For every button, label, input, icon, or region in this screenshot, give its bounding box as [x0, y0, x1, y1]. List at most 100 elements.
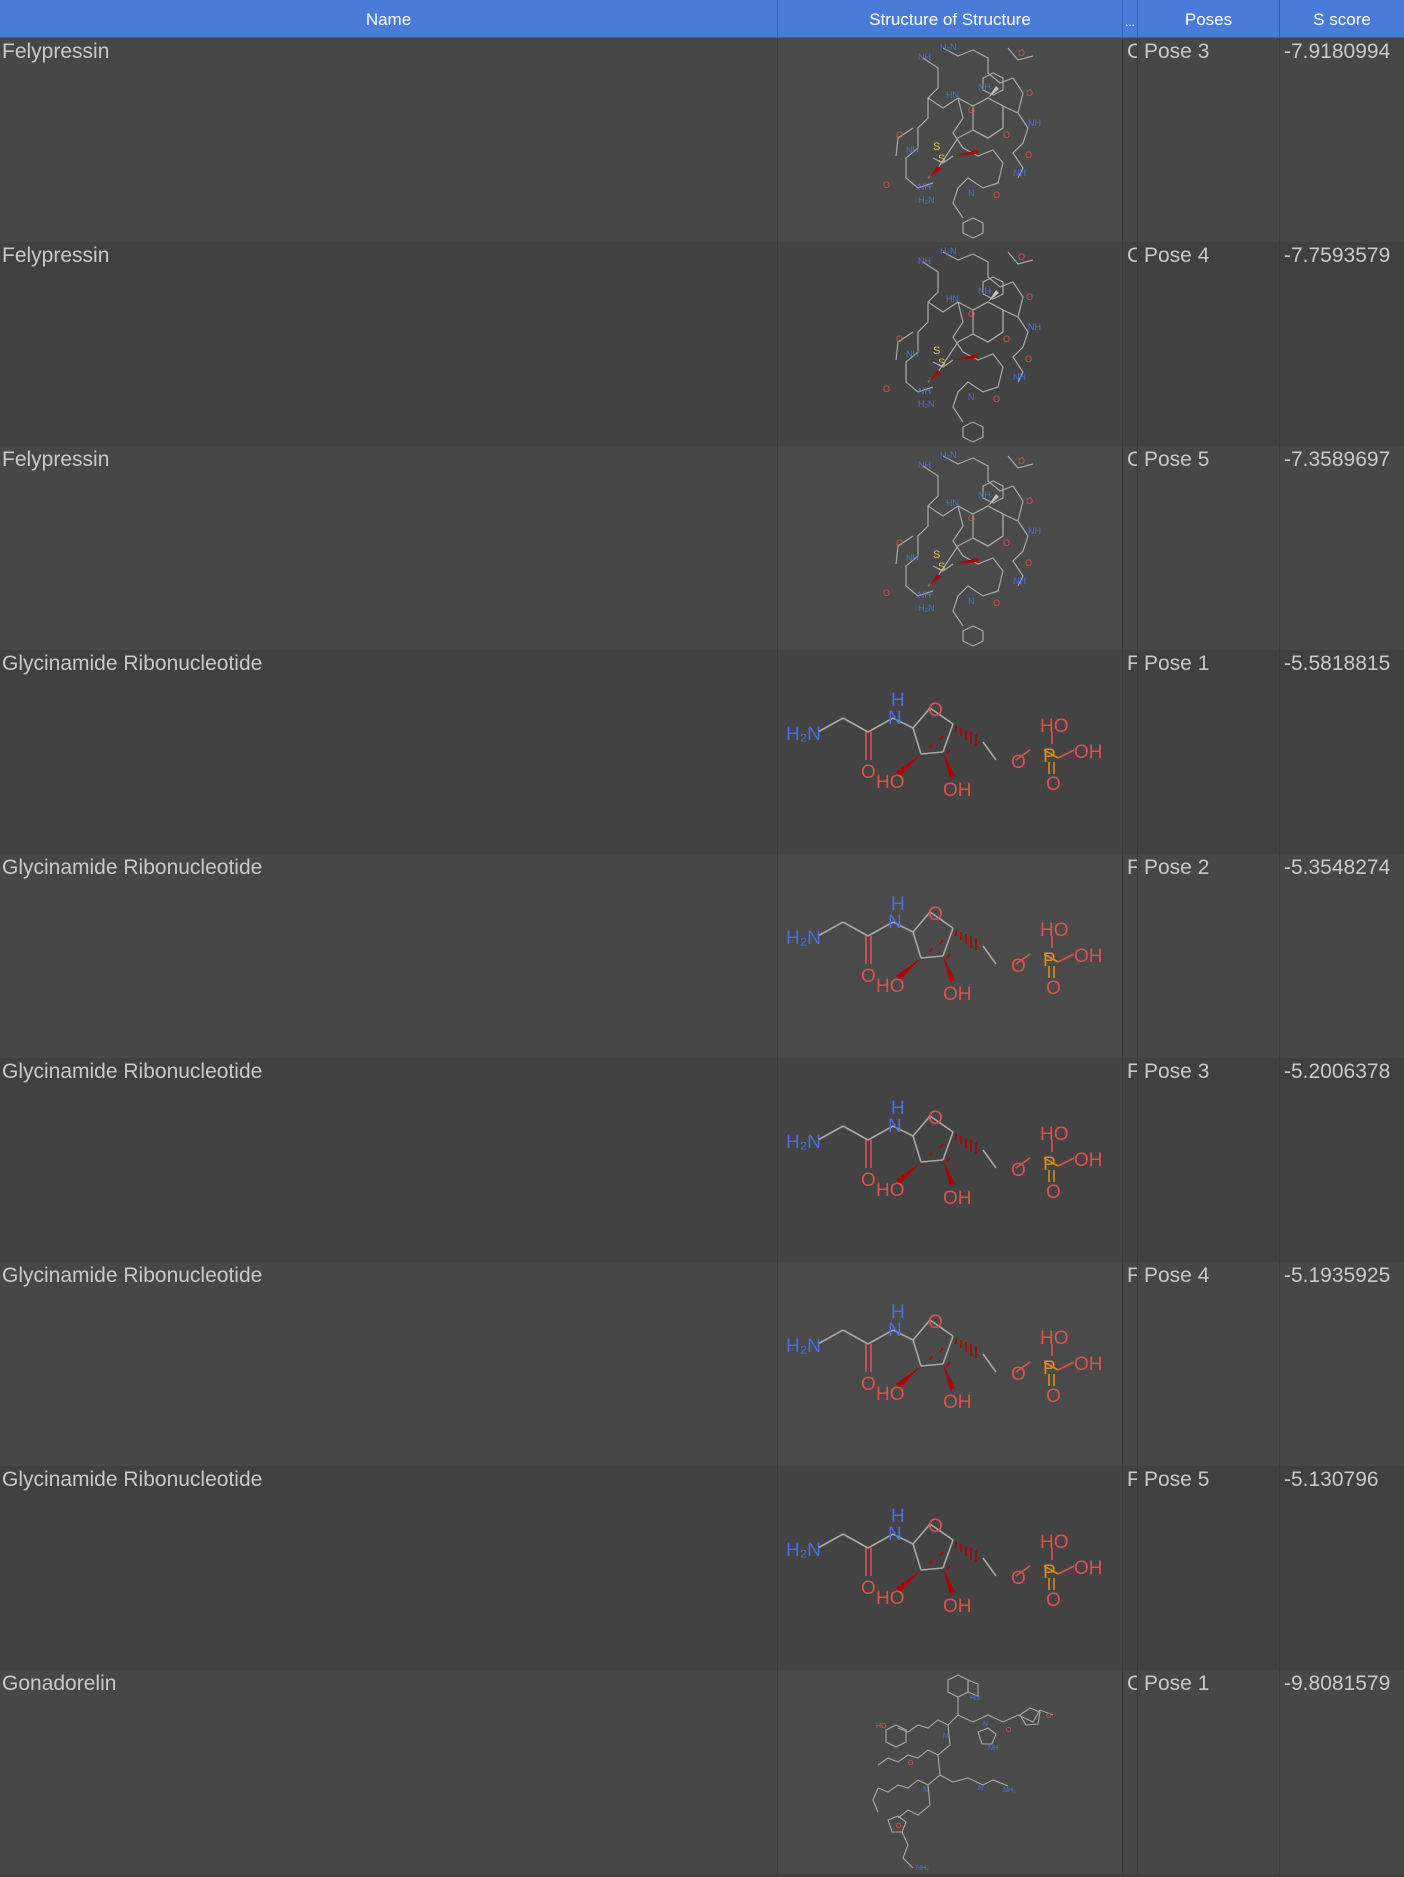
cell-s-score[interactable]: -5.5818815 — [1280, 650, 1404, 854]
cell-collapsed-column[interactable]: C — [1123, 242, 1138, 446]
cell-pose[interactable]: Pose 2 — [1138, 854, 1280, 1058]
atom-label: H₂N — [786, 1132, 821, 1153]
column-header-collapsed[interactable]: ... — [1123, 0, 1138, 37]
svg-text:O: O — [1025, 150, 1032, 160]
svg-text:O: O — [896, 334, 903, 344]
cell-name[interactable]: Glycinamide Ribonucleotide — [0, 1058, 778, 1262]
cell-pose[interactable]: Pose 5 — [1138, 1466, 1280, 1670]
s-score-value: -7.9180994 — [1284, 40, 1390, 64]
s-score-value: -5.1935925 — [1284, 1264, 1390, 1288]
atom-label: HO — [1040, 1124, 1069, 1145]
ligand-name: Glycinamide Ribonucleotide — [2, 856, 262, 880]
atom-label: N — [888, 912, 902, 933]
cell-structure[interactable]: NH H₂N O HN NH O NH O NH O NH O NH H₂N N… — [778, 242, 1123, 446]
s-score-value: -9.8081579 — [1284, 1672, 1390, 1696]
svg-text:O: O — [896, 130, 903, 140]
cell-structure[interactable]: H N H₂N O O HO OH O P HO OH O — [778, 650, 1123, 854]
table-row[interactable]: Glycinamide Ribonucleotide — [0, 1466, 1404, 1670]
cell-structure[interactable]: HN HO N N O O NH O N N NH₂ O NH₂ — [778, 1670, 1123, 1874]
table-row[interactable]: Felypressin NH H₂N O HN NH O NH O NH O — [0, 446, 1404, 650]
svg-text:O: O — [968, 309, 975, 319]
atom-label: O — [928, 1108, 943, 1129]
cell-name[interactable]: Felypressin — [0, 38, 778, 242]
table-row[interactable]: Glycinamide Ribonucleotide — [0, 650, 1404, 854]
cell-name[interactable]: Glycinamide Ribonucleotide — [0, 1466, 778, 1670]
atom-label: H₂N — [786, 1336, 821, 1357]
table-row[interactable]: Felypressin NH H₂N O HN NH O NH O NH O — [0, 242, 1404, 446]
column-header-name[interactable]: Name — [0, 0, 778, 37]
molecule-structure-felypressin: NH H₂N O HN NH O NH O NH O NH O NH H₂N N… — [778, 242, 1123, 446]
cell-structure[interactable]: H N H₂N O O HO OH O P HO OH O — [778, 1058, 1123, 1262]
cell-pose[interactable]: Pose 3 — [1138, 38, 1280, 242]
column-header-structure[interactable]: Structure of Structure — [778, 0, 1123, 37]
atom-label: N — [888, 1320, 902, 1341]
column-header-poses[interactable]: Poses — [1138, 0, 1280, 37]
atom-label: O — [928, 1516, 943, 1537]
cell-collapsed-column[interactable]: F — [1123, 650, 1138, 854]
cell-name[interactable]: Gonadorelin — [0, 1670, 778, 1874]
cell-s-score[interactable]: -5.1935925 — [1280, 1262, 1404, 1466]
cell-collapsed-column[interactable]: C — [1123, 1670, 1138, 1874]
cell-collapsed-column[interactable]: C — [1123, 446, 1138, 650]
cell-name[interactable]: Felypressin — [0, 446, 778, 650]
svg-text:O: O — [968, 513, 975, 523]
column-header-s-score[interactable]: S score — [1280, 0, 1404, 37]
cell-s-score[interactable]: -7.7593579 — [1280, 242, 1404, 446]
pose-label: Pose 4 — [1144, 244, 1209, 268]
svg-text:H₂N: H₂N — [918, 399, 935, 409]
cell-collapsed-column[interactable]: F — [1123, 1058, 1138, 1262]
svg-text:O: O — [968, 105, 975, 115]
cell-structure[interactable]: H N H₂N O O HO OH O P HO OH O — [778, 1466, 1123, 1670]
atom-label: O — [928, 700, 943, 721]
atom-label: HO — [1040, 1532, 1069, 1553]
table-row[interactable]: Gonadorelin HN HO N N O O NH — [0, 1670, 1404, 1874]
cell-structure[interactable]: H N H₂N O O HO OH O P HO OH O — [778, 1262, 1123, 1466]
cell-name[interactable]: Glycinamide Ribonucleotide — [0, 1262, 778, 1466]
atom-label: P — [1043, 1358, 1056, 1379]
table-row[interactable]: Felypressin NH H₂N O HN NH O NH O NH O — [0, 38, 1404, 242]
svg-text:O: O — [1003, 130, 1010, 140]
cell-collapsed-column[interactable]: F — [1123, 854, 1138, 1058]
cell-s-score[interactable]: -7.3589697 — [1280, 446, 1404, 650]
cell-pose[interactable]: Pose 1 — [1138, 1670, 1280, 1874]
svg-text:O: O — [896, 1823, 902, 1830]
cell-s-score[interactable]: -5.130796 — [1280, 1466, 1404, 1670]
svg-text:O: O — [1025, 558, 1032, 568]
svg-text:NH: NH — [906, 349, 919, 359]
cell-structure[interactable]: H N H₂N O O HO OH O P HO OH O — [778, 854, 1123, 1058]
cell-structure[interactable]: NH H₂N O HN NH O NH O NH O NH O NH H₂N N… — [778, 446, 1123, 650]
atom-label: O — [1011, 956, 1026, 977]
cell-pose[interactable]: Pose 4 — [1138, 1262, 1280, 1466]
cell-s-score[interactable]: -9.8081579 — [1280, 1670, 1404, 1874]
cell-collapsed-column[interactable]: F — [1123, 1262, 1138, 1466]
cell-s-score[interactable]: -5.2006378 — [1280, 1058, 1404, 1262]
cell-pose[interactable]: Pose 5 — [1138, 446, 1280, 650]
cell-s-score[interactable]: -5.3548274 — [1280, 854, 1404, 1058]
atom-label: O — [928, 904, 943, 925]
pose-label: Pose 4 — [1144, 1264, 1209, 1288]
cell-name[interactable]: Felypressin — [0, 242, 778, 446]
svg-text:NH: NH — [978, 286, 991, 296]
svg-text:O: O — [1026, 88, 1033, 98]
svg-text:NH: NH — [1013, 576, 1026, 586]
atom-label: HO — [876, 772, 905, 793]
atom-label: OH — [1074, 1354, 1103, 1375]
table-row[interactable]: Glycinamide Ribonucleotide — [0, 1058, 1404, 1262]
cell-collapsed-column[interactable]: C — [1123, 38, 1138, 242]
cell-name[interactable]: Glycinamide Ribonucleotide — [0, 854, 778, 1058]
cell-name[interactable]: Glycinamide Ribonucleotide — [0, 650, 778, 854]
cell-pose[interactable]: Pose 4 — [1138, 242, 1280, 446]
svg-text:S: S — [933, 549, 940, 561]
cell-s-score[interactable]: -7.9180994 — [1280, 38, 1404, 242]
table-row[interactable]: Glycinamide Ribonucleotide — [0, 1262, 1404, 1466]
cell-structure[interactable]: NH H₂N O HN NH O NH O NH O NH O NH H₂N N… — [778, 38, 1123, 242]
atom-label: OH — [1074, 742, 1103, 763]
svg-text:O: O — [883, 384, 890, 394]
atom-label: O — [861, 1578, 876, 1599]
svg-text:H₂N: H₂N — [918, 603, 935, 613]
atom-label: O — [861, 762, 876, 783]
cell-collapsed-column[interactable]: F — [1123, 1466, 1138, 1670]
cell-pose[interactable]: Pose 1 — [1138, 650, 1280, 854]
cell-pose[interactable]: Pose 3 — [1138, 1058, 1280, 1262]
table-row[interactable]: Glycinamide Ribonucleotide — [0, 854, 1404, 1058]
